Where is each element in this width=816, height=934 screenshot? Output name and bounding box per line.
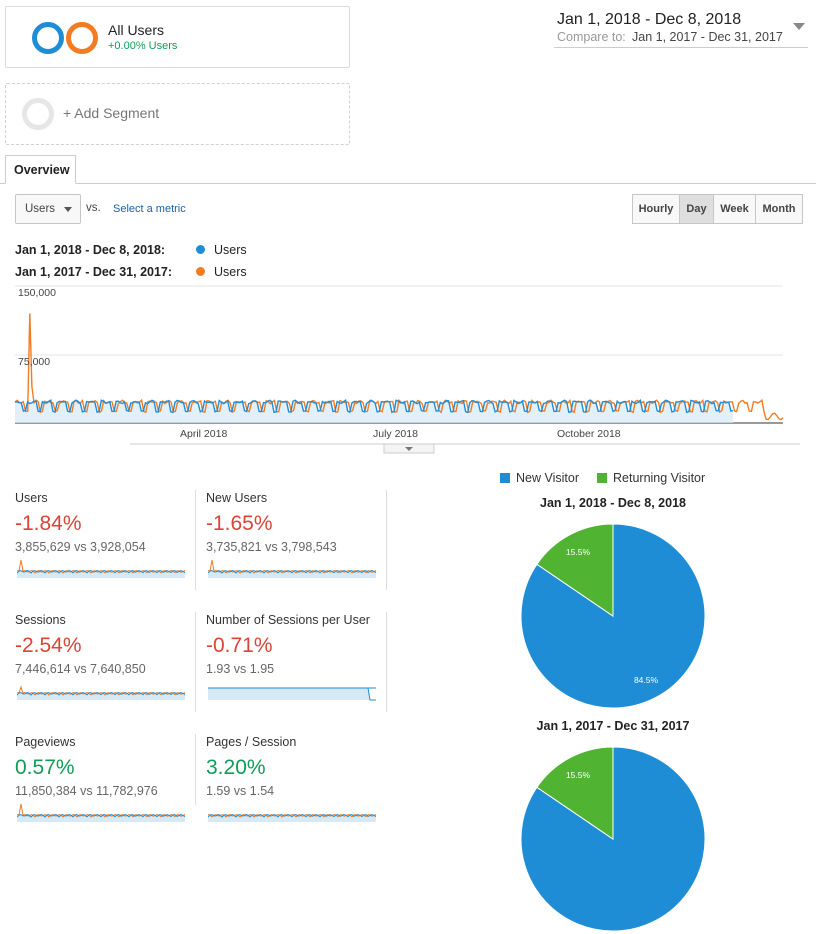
pie-2017: 15.5% [520,746,706,932]
pie-legend-new-label: New Visitor [516,471,579,485]
series-2018-area [15,400,733,423]
metric-name: Users [15,491,48,505]
date-range-main: Jan 1, 2018 - Dec 8, 2018 [557,11,742,28]
metric-dropdown[interactable]: Users [15,194,81,224]
metric-dropdown-value: Users [25,203,56,215]
metric-sparkline [208,687,376,701]
metric-comparison: 1.59 vs 1.54 [206,784,275,798]
add-segment-label: + Add Segment [63,105,160,121]
y-tick-75000: 75,000 [18,356,51,368]
users-line-chart [14,285,800,454]
metric-comparison: 11,850,384 vs 11,782,976 [15,784,158,798]
date-range-compare-label: Compare to: [557,30,626,44]
date-range-picker[interactable]: Jan 1, 2018 - Dec 8, 2018 Compare to: Ja… [554,6,808,48]
metric-name: Number of Sessions per User [206,613,370,627]
segment-name: All Users [108,22,165,38]
x-tick-october: October 2018 [557,428,621,440]
select-metric-link[interactable]: Select a metric [113,203,186,215]
pie-title-2018: Jan 1, 2018 - Dec 8, 2018 [540,496,686,510]
legend-dot-blue [196,245,205,254]
hourly-button[interactable]: Hourly [632,194,680,224]
metric-sparkline [208,813,377,822]
tab-overview[interactable]: Overview [5,155,76,184]
metric-comparison: 7,446,614 vs 7,640,850 [15,662,146,676]
add-segment-card[interactable]: + Add Segment [5,83,350,145]
pie-label-returning: 15.5% [566,770,591,780]
metric-comparison: 3,735,821 vs 3,798,543 [206,540,337,554]
metric-divider [195,612,196,712]
pie-label-returning: 15.5% [566,547,591,557]
metric-sparkline [208,559,377,578]
x-tick-july: July 2018 [373,428,418,440]
legend-series-2018: Users [214,243,247,257]
metric-sparkline [17,559,186,578]
pie-2018: 15.5% 84.5% [520,523,706,709]
pie-title-2017: Jan 1, 2017 - Dec 31, 2017 [536,719,690,733]
segment-ring-blue-icon [32,22,64,54]
metric-change: 0.57% [15,756,75,779]
metric-name: Pages / Session [206,735,297,749]
metric-divider [386,490,387,590]
legend-range-2017: Jan 1, 2017 - Dec 31, 2017: [15,265,173,279]
metric-sparkline [17,803,186,822]
pie-legend-returning-swatch [597,473,607,483]
metric-name: Sessions [15,613,66,627]
segment-change: +0.00% Users [108,40,178,52]
metric-change: -1.65% [206,512,273,535]
metric-divider [195,490,196,590]
metric-name: New Users [206,491,268,505]
vs-label: vs. [86,202,101,214]
metric-divider [386,612,387,712]
month-button[interactable]: Month [755,194,803,224]
legend-range-2018: Jan 1, 2018 - Dec 8, 2018: [15,243,166,257]
legend-dot-orange [196,267,205,276]
metric-change: -2.54% [15,634,82,657]
pie-legend-new-swatch [500,473,510,483]
metric-change: -0.71% [206,634,273,657]
metric-change: -1.84% [15,512,82,535]
tab-overview-label: Overview [14,163,70,177]
metric-comparison: 3,855,629 vs 3,928,054 [15,540,146,554]
metric-sparkline [17,685,186,700]
chart-collapse-arrow-icon [405,447,413,451]
empty-segment-ring-icon [22,98,54,130]
caret-down-icon [64,207,72,212]
x-tick-april: April 2018 [180,428,228,440]
y-tick-150000: 150,000 [18,287,56,299]
pie-slice-returning-visitor [536,523,614,617]
chevron-down-icon [793,23,805,30]
pie-slice-new-visitor [520,523,706,709]
metric-divider [195,734,196,805]
pie-legend-returning-label: Returning Visitor [613,471,706,485]
metric-change: 3.20% [206,756,266,779]
pie-label-new: 84.5% [634,675,659,685]
day-button[interactable]: Day [679,194,714,224]
week-button[interactable]: Week [713,194,756,224]
legend-series-2017: Users [214,265,247,279]
tab-bar-line [0,183,816,184]
date-range-compare: Jan 1, 2017 - Dec 31, 2017 [632,30,783,44]
metric-comparison: 1.93 vs 1.95 [206,662,275,676]
series-2018-line [14,398,734,414]
segment-card-all-users[interactable]: All Users +0.00% Users [5,6,350,68]
metric-name: Pageviews [15,735,76,749]
segment-ring-orange-icon [66,22,98,54]
